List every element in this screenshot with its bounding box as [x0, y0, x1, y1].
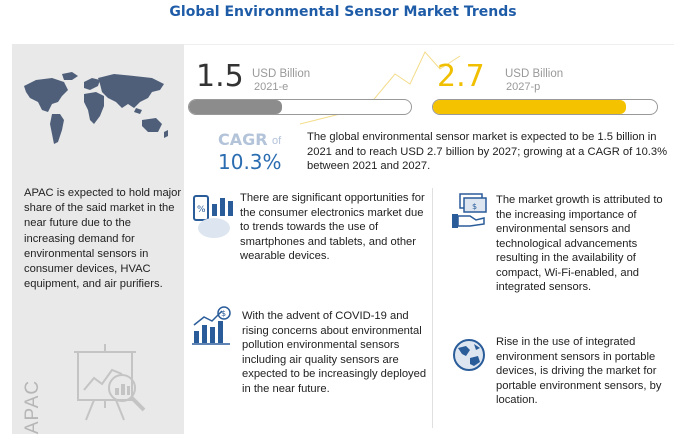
apac-vertical-label: APAC [18, 379, 48, 435]
market-2027-bar [432, 99, 658, 115]
world-map-icon [24, 72, 168, 144]
page-title: Global Environmental Sensor Market Trend… [169, 4, 517, 20]
point-consumer-electronics: There are significant opportunities for … [240, 192, 425, 262]
point-market-growth: The market growth is attributed to the i… [496, 194, 663, 293]
svg-text:$: $ [221, 309, 226, 318]
apac-vertical-text: APAC [22, 379, 43, 435]
svg-text:%: % [197, 205, 206, 215]
column-divider [432, 188, 433, 428]
apac-description: APAC is expected to hold major share of … [24, 187, 182, 291]
point-portable-devices: Rise in the use of integrated environmen… [496, 336, 662, 406]
cagr-label: CAGR [218, 130, 268, 149]
cagr-value: 10.3% [218, 150, 282, 174]
market-2021-year: 2021-e [254, 81, 289, 93]
market-summary: The global environmental sensor market i… [307, 131, 668, 172]
cagr-of: of [272, 135, 282, 147]
market-2027-value: 2.7 [437, 59, 485, 94]
market-2021-value: 1.5 [196, 59, 244, 94]
market-2027-year: 2027-p [506, 81, 541, 93]
market-2027-unit: USD Billion [505, 68, 564, 80]
point-covid: With the advent of COVID-19 and rising c… [242, 310, 427, 395]
consumer-electronics-icon: % [193, 195, 233, 238]
market-2021-bar-fill [189, 100, 283, 114]
apac-panel: APAC is expected to hold major share of … [12, 44, 184, 434]
market-2027-bar-fill [433, 100, 626, 114]
magnifier-chart-icon [74, 344, 146, 421]
market-2021-bar [188, 99, 412, 115]
market-2021-unit: USD Billion [252, 68, 311, 80]
globe-icon [453, 339, 485, 371]
money-hand-icon: $ [452, 193, 487, 228]
svg-text:$: $ [472, 202, 477, 211]
growth-chart-dollar-icon: $ [192, 306, 231, 345]
